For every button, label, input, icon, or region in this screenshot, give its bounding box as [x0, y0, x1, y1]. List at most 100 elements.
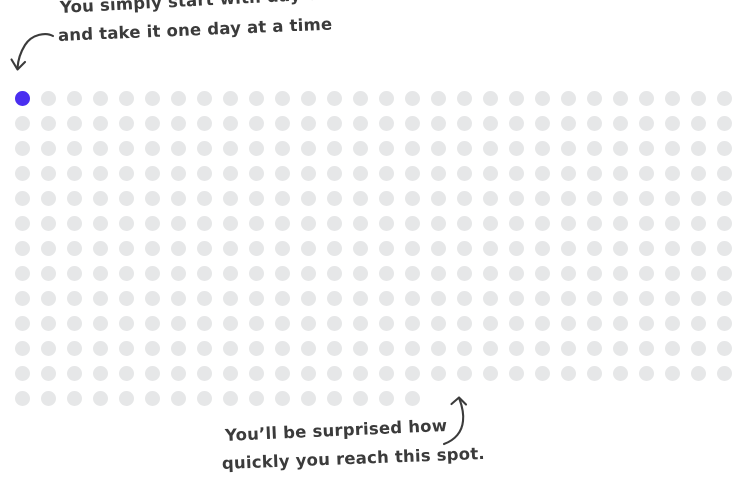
- dot-empty: [118, 215, 134, 231]
- dot-empty: [248, 215, 264, 231]
- dot-empty: [92, 240, 108, 256]
- dot-empty: [404, 140, 420, 156]
- dot-empty: [274, 190, 290, 206]
- dot-empty: [430, 190, 446, 206]
- dot-empty: [352, 265, 368, 281]
- dot-empty: [118, 140, 134, 156]
- dot-empty: [196, 390, 212, 406]
- dot-empty: [300, 215, 316, 231]
- dot-empty: [326, 365, 342, 381]
- dot-empty: [586, 315, 602, 331]
- end-callout-line-2: quickly you reach this spot.: [221, 443, 486, 473]
- dot-empty: [326, 315, 342, 331]
- dot-empty: [612, 90, 628, 106]
- dot-empty: [196, 215, 212, 231]
- dot-empty: [716, 240, 732, 256]
- dot-empty: [118, 340, 134, 356]
- dot-empty: [586, 215, 602, 231]
- dot-empty: [300, 240, 316, 256]
- dot-empty: [196, 290, 212, 306]
- dot-empty: [274, 315, 290, 331]
- dot-empty: [482, 365, 498, 381]
- dot-empty: [92, 140, 108, 156]
- dot-empty: [404, 290, 420, 306]
- dot-empty: [118, 365, 134, 381]
- dot-empty: [716, 215, 732, 231]
- dot-empty: [456, 190, 472, 206]
- dot-empty: [404, 315, 420, 331]
- dot-empty: [14, 165, 30, 181]
- dot-empty: [664, 115, 680, 131]
- dot-empty: [222, 115, 238, 131]
- dot-empty: [482, 140, 498, 156]
- dot-empty: [144, 315, 160, 331]
- dot-empty: [118, 190, 134, 206]
- dot-empty: [66, 265, 82, 281]
- dot-empty: [196, 115, 212, 131]
- dot-empty: [690, 340, 706, 356]
- dot-empty: [352, 290, 368, 306]
- dot-empty: [664, 165, 680, 181]
- dot-empty: [326, 190, 342, 206]
- dot-empty: [586, 190, 602, 206]
- dot-empty: [196, 140, 212, 156]
- dot-empty: [404, 90, 420, 106]
- dot-empty: [14, 390, 30, 406]
- dot-empty: [222, 340, 238, 356]
- dot-empty: [482, 90, 498, 106]
- dot-empty: [716, 165, 732, 181]
- dot-empty: [352, 240, 368, 256]
- dot-empty: [248, 265, 264, 281]
- dot-empty: [378, 315, 394, 331]
- dot-empty: [716, 315, 732, 331]
- dot-empty: [378, 365, 394, 381]
- dot-empty: [456, 240, 472, 256]
- dot-empty: [612, 165, 628, 181]
- dot-empty: [248, 190, 264, 206]
- dot-empty: [586, 340, 602, 356]
- dot-empty: [222, 315, 238, 331]
- dot-empty: [92, 90, 108, 106]
- dot-empty: [430, 90, 446, 106]
- dot-empty: [40, 190, 56, 206]
- dot-empty: [352, 140, 368, 156]
- dot-empty: [248, 365, 264, 381]
- dot-empty: [534, 190, 550, 206]
- dot-empty: [92, 115, 108, 131]
- dot-empty: [352, 165, 368, 181]
- dot-empty: [274, 215, 290, 231]
- dot-empty: [118, 390, 134, 406]
- dot-empty: [326, 290, 342, 306]
- dot-empty: [222, 90, 238, 106]
- dot-empty: [144, 240, 160, 256]
- dot-empty: [586, 265, 602, 281]
- dot-empty: [300, 265, 316, 281]
- dot-empty: [170, 190, 186, 206]
- dot-empty: [326, 115, 342, 131]
- dot-empty: [456, 140, 472, 156]
- dot-empty: [404, 215, 420, 231]
- dot-empty: [664, 90, 680, 106]
- dot-empty: [248, 90, 264, 106]
- dot-empty: [716, 340, 732, 356]
- dot-empty: [638, 165, 654, 181]
- dot-empty: [638, 115, 654, 131]
- dot-empty: [612, 290, 628, 306]
- dot-empty: [274, 365, 290, 381]
- dot-empty: [14, 365, 30, 381]
- dot-empty: [352, 115, 368, 131]
- dot-empty: [274, 290, 290, 306]
- dot-empty: [14, 115, 30, 131]
- dot-empty: [144, 265, 160, 281]
- dot-empty: [612, 140, 628, 156]
- dot-empty: [664, 140, 680, 156]
- dot-empty: [378, 290, 394, 306]
- dot-empty: [196, 340, 212, 356]
- start-callout-line-1: You simply start with day one: [59, 0, 342, 17]
- dot-empty: [456, 115, 472, 131]
- dot-empty: [638, 315, 654, 331]
- dot-empty: [352, 190, 368, 206]
- dot-empty: [326, 140, 342, 156]
- dot-empty: [92, 215, 108, 231]
- dot-empty: [14, 215, 30, 231]
